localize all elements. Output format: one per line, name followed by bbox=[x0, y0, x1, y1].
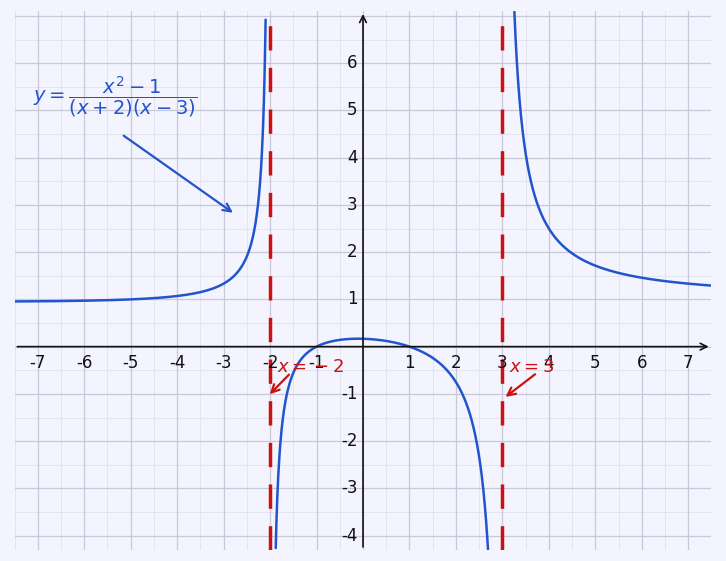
Text: 2: 2 bbox=[347, 243, 357, 261]
Text: -3: -3 bbox=[341, 479, 357, 498]
Text: 1: 1 bbox=[404, 354, 415, 372]
Text: 4: 4 bbox=[544, 354, 554, 372]
Text: $y = \dfrac{x^2-1}{(x+2)(x-3)}$: $y = \dfrac{x^2-1}{(x+2)(x-3)}$ bbox=[33, 73, 197, 119]
Text: $x=3$: $x=3$ bbox=[510, 358, 555, 376]
Text: -3: -3 bbox=[216, 354, 232, 372]
Text: 4: 4 bbox=[347, 149, 357, 167]
Text: 7: 7 bbox=[683, 354, 693, 372]
Text: -4: -4 bbox=[341, 527, 357, 545]
Text: 5: 5 bbox=[347, 102, 357, 119]
Text: -2: -2 bbox=[341, 432, 357, 450]
Text: 3: 3 bbox=[347, 196, 357, 214]
Text: 3: 3 bbox=[497, 354, 507, 372]
Text: -5: -5 bbox=[123, 354, 139, 372]
Text: -7: -7 bbox=[30, 354, 46, 372]
Text: 6: 6 bbox=[637, 354, 647, 372]
Text: -1: -1 bbox=[341, 385, 357, 403]
Text: $x=-2$: $x=-2$ bbox=[277, 358, 344, 376]
Text: 5: 5 bbox=[590, 354, 600, 372]
Text: 2: 2 bbox=[451, 354, 461, 372]
Text: 1: 1 bbox=[347, 291, 357, 309]
Text: -4: -4 bbox=[169, 354, 185, 372]
Text: 6: 6 bbox=[347, 54, 357, 72]
Text: -1: -1 bbox=[309, 354, 325, 372]
Text: -2: -2 bbox=[262, 354, 278, 372]
Text: -6: -6 bbox=[76, 354, 92, 372]
